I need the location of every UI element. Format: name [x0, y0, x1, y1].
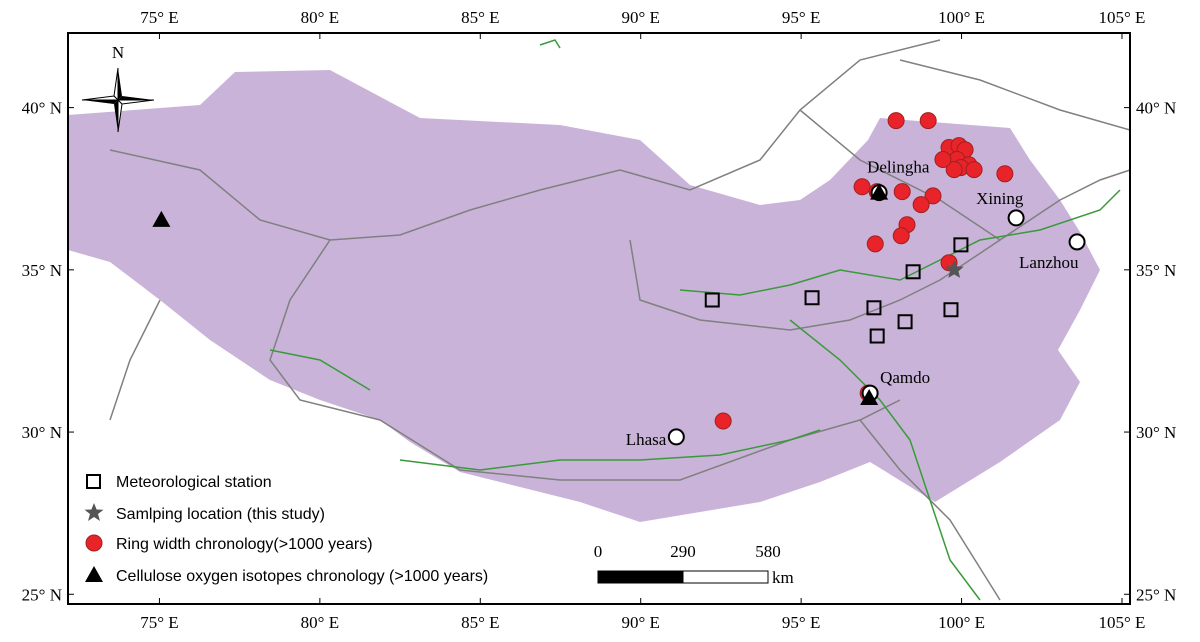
x-tick-label: 95° E — [782, 613, 820, 632]
legend-symbol — [86, 474, 101, 489]
meteorological-station — [704, 292, 720, 308]
city-label: Xining — [976, 189, 1024, 208]
meteorological-station — [897, 314, 913, 330]
city-label: Lhasa — [626, 430, 667, 449]
x-tick-label: 80° E — [301, 8, 339, 27]
scale-bar: 0 290 580 km — [594, 542, 794, 587]
x-tick-label: 105° E — [1099, 8, 1146, 27]
x-tick-label: 75° E — [140, 613, 178, 632]
y-tick-label: 40° N — [22, 99, 62, 118]
map-frame — [67, 32, 1131, 605]
meteorological-station — [943, 302, 959, 318]
x-tick-label: 95° E — [782, 8, 820, 27]
ring-width-site — [866, 235, 884, 253]
x-tick-label: 100° E — [938, 613, 985, 632]
x-tick-label: 100° E — [938, 8, 985, 27]
meteorological-station — [953, 237, 969, 253]
city — [667, 428, 685, 446]
city — [1007, 209, 1025, 227]
meteorological-station — [866, 300, 882, 316]
ring-width-site — [965, 161, 983, 179]
scale-label: 0 — [594, 542, 603, 561]
x-tick-label: 90° E — [621, 8, 659, 27]
legend-label: Cellulose oxygen isotopes chronology (>1… — [116, 568, 488, 585]
y-tick-label: 25° N — [1136, 585, 1176, 604]
scale-label: 290 — [670, 542, 696, 561]
y-tick-label: 25° N — [22, 585, 62, 604]
ring-width-site — [887, 112, 905, 130]
scale-unit: km — [772, 568, 794, 587]
scale-label: 580 — [755, 542, 781, 561]
legend: Meteorological station Samlping location… — [84, 474, 488, 585]
city-label: Qamdo — [880, 368, 930, 387]
isotope-site — [870, 183, 889, 200]
ring-width-site — [924, 187, 942, 205]
legend-label: Meteorological station — [116, 474, 272, 491]
x-tick-label: 80° E — [301, 613, 339, 632]
meteorological-station — [869, 328, 885, 344]
sampling-location — [944, 259, 964, 278]
ring-width-site — [912, 196, 930, 214]
legend-label: Samlping location (this study) — [116, 506, 325, 523]
ring-width-site — [934, 151, 952, 169]
y-tick-label: 30° N — [1136, 423, 1176, 442]
meteorological-station — [905, 264, 921, 280]
ring-width-site — [892, 227, 910, 245]
compass-label: N — [112, 43, 124, 62]
legend-symbol — [85, 534, 103, 552]
y-tick-label: 35° N — [22, 261, 62, 280]
x-tick-label: 85° E — [461, 613, 499, 632]
ring-width-site — [919, 112, 937, 130]
study-region — [68, 70, 1100, 522]
compass: N — [81, 43, 155, 133]
y-tick-label: 30° N — [22, 423, 62, 442]
x-tick-label: 90° E — [621, 613, 659, 632]
meteorological-station — [804, 290, 820, 306]
scale-bar-light — [682, 570, 769, 584]
x-tick-label: 75° E — [140, 8, 178, 27]
city — [1068, 233, 1086, 251]
ring-width-site — [893, 183, 911, 201]
legend-symbol — [84, 503, 104, 521]
ring-width-site — [996, 165, 1014, 183]
borders — [109, 39, 1131, 601]
x-tick-label: 85° E — [461, 8, 499, 27]
x-tick-label: 105° E — [1099, 613, 1146, 632]
scale-bar-dark — [597, 570, 684, 584]
ring-width-site — [853, 178, 871, 196]
legend-label: Ring width chronology(>1000 years) — [116, 536, 373, 553]
isotope-site — [152, 210, 171, 227]
city-label: Delingha — [867, 158, 930, 177]
ring-width-site — [945, 161, 963, 179]
isotope-site — [860, 388, 879, 405]
ring-width-site — [714, 412, 732, 430]
city-label: Lanzhou — [1019, 253, 1079, 272]
y-tick-label: 35° N — [1136, 261, 1176, 280]
y-tick-label: 40° N — [1136, 99, 1176, 118]
legend-symbol — [85, 566, 103, 582]
